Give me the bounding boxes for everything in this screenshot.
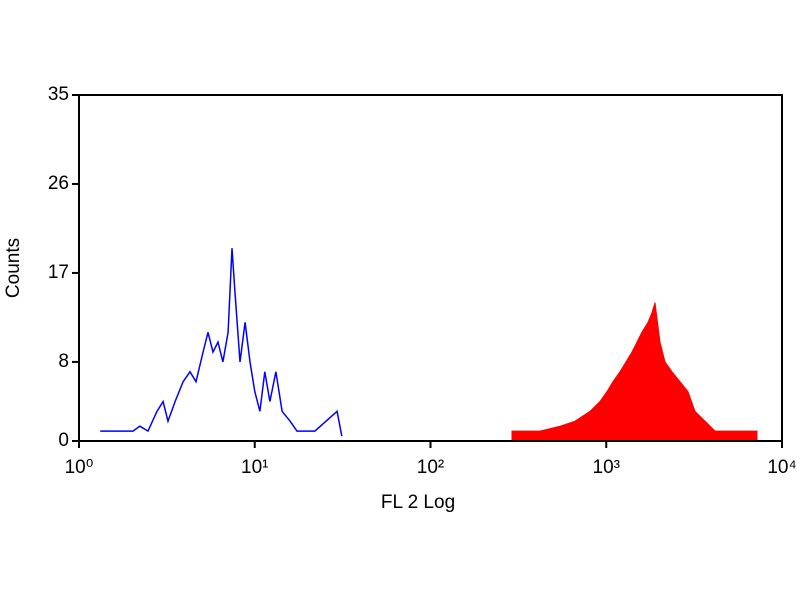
x-axis-label: FL 2 Log — [381, 492, 455, 513]
y-tick-label: 17 — [48, 262, 69, 283]
y-tick-label: 26 — [48, 173, 69, 194]
x-tick-label: 10³ — [593, 457, 620, 478]
histogram-area — [511, 302, 758, 442]
y-axis-label: Counts — [3, 238, 24, 298]
x-tick-label: 10⁰ — [65, 457, 94, 478]
histogram-line — [100, 248, 343, 437]
y-tick-label: 0 — [58, 430, 69, 451]
x-tick-label: 10² — [417, 457, 444, 478]
y-tick-label: 8 — [58, 351, 69, 372]
y-tick-label: 35 — [48, 84, 69, 105]
x-tick-label: 10⁴ — [767, 457, 796, 478]
x-tick-label: 10¹ — [241, 457, 268, 478]
